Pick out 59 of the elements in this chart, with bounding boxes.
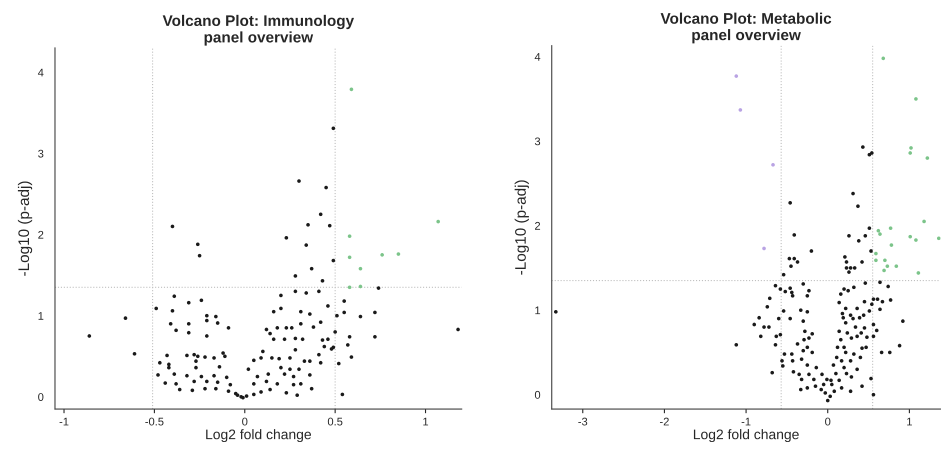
y-axis-title: -Log10 (p-adj): [18, 181, 32, 276]
chart-title: Volcano Plot: Metabolic panel overview: [660, 12, 832, 44]
point: [358, 266, 362, 270]
point: [894, 264, 898, 268]
point: [926, 156, 930, 160]
chart-title: Volcano Plot: Immunology panel overview: [162, 14, 354, 46]
y-axis-title: -Log10 (p-adj): [514, 180, 529, 275]
point: [908, 234, 912, 238]
x-tick-label: 0.5: [328, 418, 342, 426]
y-tick-label: 2: [535, 222, 540, 230]
point: [396, 252, 400, 256]
x-tick-label: -0.5: [145, 418, 164, 426]
point: [348, 234, 352, 238]
y-tick-label: 0: [38, 393, 44, 401]
point: [762, 246, 766, 250]
x-tick-label: 0: [242, 418, 248, 426]
point: [886, 264, 890, 268]
point: [914, 97, 918, 101]
x-tick-label: -1: [742, 418, 750, 426]
x-tick-label: 1: [423, 418, 428, 426]
point: [881, 56, 886, 60]
y-tick-label: 3: [38, 150, 44, 158]
point: [874, 258, 878, 262]
point: [914, 238, 918, 242]
point: [882, 268, 886, 272]
point: [908, 151, 912, 155]
x-axis-title: Log2 fold change: [694, 429, 799, 442]
point: [348, 285, 352, 290]
x-tick-label: -2: [660, 418, 669, 426]
point: [350, 88, 354, 92]
point: [878, 232, 882, 236]
point: [738, 108, 742, 112]
x-tick-label: -3: [578, 418, 588, 426]
point: [380, 253, 384, 257]
point: [358, 284, 362, 288]
point: [874, 252, 878, 256]
y-tick-label: 0: [534, 390, 540, 399]
point: [922, 220, 926, 224]
x-tick-label: -1: [60, 418, 68, 426]
point: [909, 146, 913, 150]
y-tick-label: 1: [535, 306, 540, 314]
point: [883, 258, 887, 262]
y-tick-label: 3: [534, 137, 540, 146]
point: [876, 228, 880, 233]
point: [436, 220, 440, 224]
point: [888, 226, 892, 230]
y-tick-label: 4: [38, 68, 44, 76]
x-tick-label: 0: [825, 418, 830, 426]
point: [348, 255, 352, 260]
point: [936, 236, 940, 240]
x-axis-title: Log2 fold change: [206, 429, 312, 442]
y-tick-label: 2: [38, 230, 44, 239]
point: [771, 162, 775, 167]
point: [734, 74, 738, 78]
point: [890, 243, 894, 247]
x-tick-label: 1: [907, 418, 912, 426]
point: [916, 271, 920, 275]
y-tick-label: 4: [534, 53, 540, 61]
y-tick-label: 1: [38, 312, 44, 320]
